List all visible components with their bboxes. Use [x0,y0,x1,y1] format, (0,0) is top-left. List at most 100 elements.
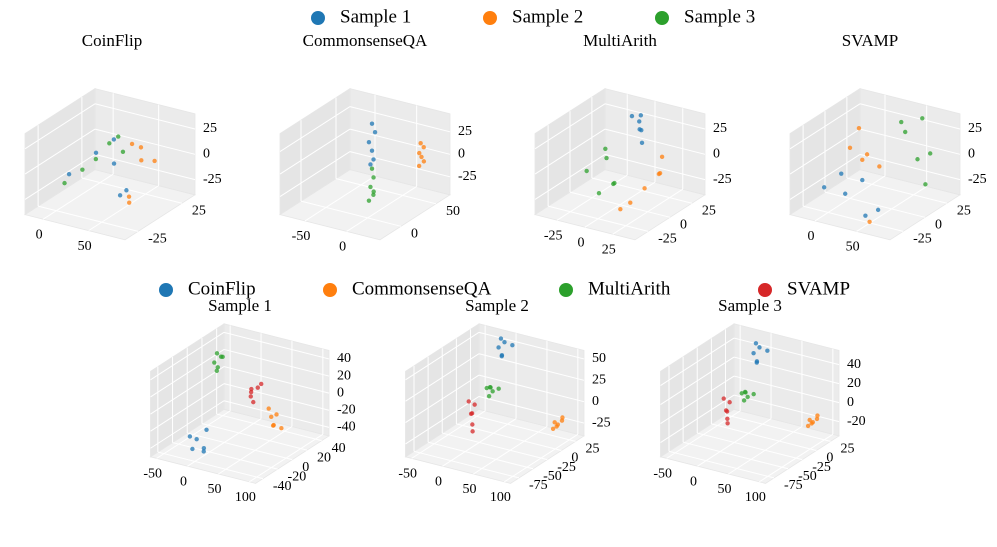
grid-line [335,178,437,205]
point [214,351,220,356]
y-tick-label: -25 [658,232,677,247]
point [725,416,730,421]
grid-line [88,185,159,232]
point [248,394,253,399]
point [93,156,99,162]
grid-line [733,356,840,385]
grid-line [711,423,817,452]
x-tick-label: 0 [339,240,346,255]
grid-line [733,375,840,404]
grid-line [187,432,293,461]
point [139,158,144,163]
grid-line [534,153,606,200]
point [93,150,99,156]
point [204,427,209,432]
point [190,446,195,452]
z-tick-label: 20 [847,376,861,391]
grid-line [789,128,861,175]
point [466,399,471,404]
point [270,423,276,428]
grid-line [733,394,840,423]
point [214,368,220,373]
x-tick-label: 0 [36,227,43,242]
point [279,426,284,431]
point [875,207,881,213]
point [642,186,647,191]
grid-line [157,451,263,480]
point [754,360,759,365]
legend-label: CommonsenseQA [352,278,492,299]
grid-line [534,128,606,175]
x-tick-label: -25 [544,228,563,243]
z-tick-label: -20 [337,402,356,417]
grid-line [38,205,139,232]
grid-line [534,103,606,150]
chart-title: Sample 2 [465,296,529,315]
point [126,194,132,199]
legend-marker [483,11,497,25]
point [421,159,427,164]
grid-line [223,366,330,394]
x-tick-label: 100 [235,490,256,505]
point [111,161,117,166]
point [815,413,820,418]
grid-line [859,103,961,130]
y-tick-label: 25 [841,442,855,457]
point [259,381,264,387]
point [194,436,199,442]
z-tick-label: -25 [592,415,611,430]
grid-line [442,432,548,461]
grid-line [859,128,961,155]
point [920,116,925,121]
legend-marker [758,283,772,297]
grid-line [478,374,585,403]
grid-line [478,353,585,381]
chart-title: MultiArith [583,31,657,50]
z-tick-label: 0 [713,147,720,162]
grid-line [346,185,417,232]
grid-line [24,153,96,200]
grid-line [846,177,947,204]
grid-line [591,177,692,204]
legend-marker [323,283,337,297]
point [269,414,274,420]
grid-line [660,356,735,405]
grid-line [81,177,182,204]
x-tick-label: 0 [808,229,815,244]
legend-label: Sample 3 [684,6,755,27]
z-tick-label: -25 [203,172,222,187]
x-tick-label: 50 [717,482,731,497]
point [552,420,557,425]
z-tick-label: -40 [337,420,356,435]
point [111,137,117,142]
y-tick-label: 25 [957,203,971,218]
y-tick-label: -50 [543,469,562,484]
z-tick-label: -20 [847,414,866,429]
z-tick-label: 25 [203,121,217,136]
x-tick-label: 25 [602,242,616,257]
z-tick-label: 25 [458,124,472,139]
point [765,348,770,353]
point [860,157,865,163]
z-tick-label: -25 [713,172,732,187]
point [863,213,868,218]
point [805,423,811,429]
grid-line [569,191,671,218]
grid-line [279,128,351,175]
grid-line [427,441,534,470]
x-tick-label: -50 [143,467,162,482]
point [248,389,254,395]
point [201,445,207,451]
point [814,416,820,422]
z-tick-label: -25 [458,169,477,184]
grid-line [697,432,803,461]
y-tick-label: -25 [913,232,932,247]
grid-line [24,103,96,150]
grid-line [660,394,735,443]
point [419,154,424,160]
point [138,145,144,150]
z-tick-label: 0 [968,147,975,162]
z-tick-label: 0 [847,395,854,410]
grid-line [405,374,480,424]
